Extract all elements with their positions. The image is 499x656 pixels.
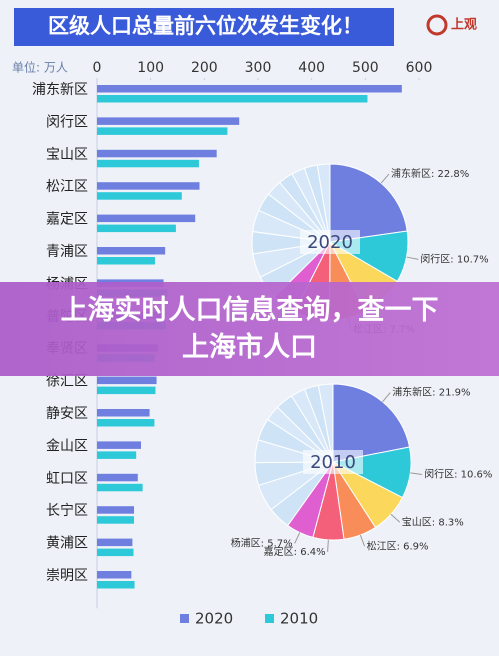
leader-line <box>382 392 391 403</box>
bar <box>97 95 368 103</box>
pie-label: 嘉定区: 6.4% <box>264 545 326 558</box>
legend-label: 2020 <box>195 610 233 628</box>
pie-label: 浦东新区: 22.8% <box>391 167 469 180</box>
bar <box>97 127 228 135</box>
bar <box>97 149 217 158</box>
legend-swatch <box>265 614 274 623</box>
bar <box>97 159 199 168</box>
y-tick-label: 虹口区 <box>46 471 88 487</box>
x-tick-label: 100 <box>137 60 164 76</box>
bar <box>97 571 132 579</box>
bar <box>97 192 182 200</box>
y-tick-label: 金山区 <box>46 438 88 454</box>
leader-line <box>359 534 366 547</box>
bar <box>97 376 157 385</box>
bar <box>97 506 135 514</box>
leader-line <box>294 532 301 544</box>
logo: 上观 <box>451 18 477 33</box>
pie-title: 2010 <box>310 452 356 473</box>
y-tick-label: 长宁区 <box>46 502 88 519</box>
bar <box>97 182 200 190</box>
bar <box>97 538 133 547</box>
x-tick-label: 400 <box>298 60 325 76</box>
y-tick-label: 崇明区 <box>46 568 88 584</box>
pie-label: 宝山区: 8.3% <box>402 515 464 528</box>
bar <box>97 581 135 589</box>
legend-label: 2010 <box>280 610 318 628</box>
y-tick-label: 青浦区 <box>46 244 88 260</box>
bar <box>97 409 150 417</box>
pie-center <box>300 230 360 254</box>
bar <box>97 224 176 233</box>
y-tick-label: 闵行区 <box>46 114 88 130</box>
y-tick-label: 静安区 <box>46 406 88 422</box>
pie-slice <box>317 383 334 463</box>
unit-label: 单位: 万人 <box>12 60 68 75</box>
x-tick-label: 300 <box>245 60 272 76</box>
bar <box>97 483 143 492</box>
y-tick-label: 松江区 <box>46 179 88 195</box>
bar <box>97 257 155 265</box>
leader-line <box>327 539 329 552</box>
bar <box>97 441 142 449</box>
x-tick-label: 500 <box>352 60 379 76</box>
pie-slice <box>332 383 411 463</box>
pie-label: 浦东新区: 21.9% <box>392 386 470 399</box>
bar <box>97 247 166 255</box>
y-tick-label: 嘉定区 <box>46 212 88 228</box>
banner-text: 上海实时人口信息查询，查一下上海市人口 <box>60 295 439 363</box>
bar <box>97 386 156 395</box>
legend-swatch <box>180 614 189 623</box>
x-tick-label: 0 <box>93 60 102 76</box>
pie-title: 2020 <box>307 232 353 253</box>
bar <box>97 419 155 427</box>
y-tick-label: 浦东新区 <box>32 82 88 98</box>
pie-slice <box>316 163 331 243</box>
x-tick-label: 600 <box>406 60 433 76</box>
pie-label: 闵行区: 10.7% <box>420 252 488 265</box>
bar <box>97 214 196 223</box>
title-bar <box>14 8 394 46</box>
y-tick-label: 徐汇区 <box>46 374 88 390</box>
bar <box>97 451 137 459</box>
pie-label: 杨浦区: 5.7% <box>231 536 293 549</box>
leader-line <box>406 256 419 260</box>
y-tick-label: 宝山区 <box>46 147 88 163</box>
y-tick-label: 黄浦区 <box>46 535 88 552</box>
banner: 上海实时人口信息查询，查一下上海市人口 <box>0 282 499 376</box>
pie-label: 松江区: 6.9% <box>367 539 429 552</box>
bar <box>97 117 240 125</box>
logo-icon <box>426 14 448 36</box>
bar <box>97 473 138 482</box>
leader-line <box>380 173 390 184</box>
header-title: 区级人口总量前六位次发生变化！ <box>48 14 363 38</box>
x-tick-label: 200 <box>191 60 218 76</box>
pie-center <box>303 450 363 474</box>
bar <box>97 516 135 524</box>
leader-line <box>390 513 401 523</box>
bar <box>97 548 134 557</box>
pie-label: 闵行区: 10.6% <box>424 468 492 481</box>
bar <box>97 85 402 93</box>
leader-line <box>410 472 423 476</box>
